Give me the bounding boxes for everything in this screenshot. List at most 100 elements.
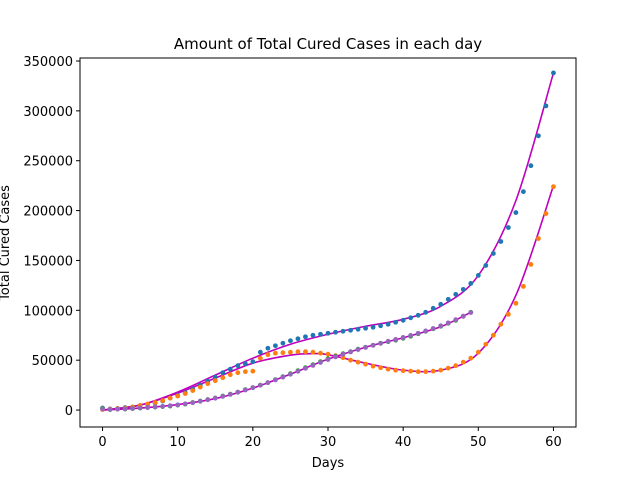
- data-point-series-4: [333, 354, 338, 360]
- data-point-series-2: [490, 332, 496, 338]
- data-point-series-2: [235, 370, 241, 376]
- data-point-series-4: [167, 403, 173, 409]
- y-axis-label: Total Cured Cases: [0, 185, 13, 302]
- data-point-series-4: [318, 360, 323, 365]
- data-point-series-2: [551, 184, 556, 190]
- data-point-series-4: [212, 395, 218, 401]
- data-point-series-1: [295, 336, 301, 342]
- data-point-series-2: [257, 355, 263, 361]
- data-point-series-4: [197, 398, 203, 404]
- data-point-series-2: [445, 365, 451, 371]
- x-tick-label: 30: [320, 435, 337, 450]
- data-point-series-4: [250, 385, 256, 391]
- data-point-series-2: [363, 361, 368, 367]
- data-point-series-1: [370, 324, 376, 330]
- data-point-series-1: [212, 374, 218, 380]
- data-point-series-1: [318, 331, 323, 337]
- data-point-series-1: [310, 332, 316, 338]
- x-axis-label: Days: [312, 456, 345, 471]
- data-point-series-4: [370, 342, 376, 348]
- data-point-series-1: [220, 370, 226, 376]
- data-point-series-4: [227, 391, 233, 397]
- data-point-series-1: [303, 334, 308, 340]
- data-point-series-4: [107, 406, 113, 412]
- data-point-series-2: [543, 211, 549, 216]
- data-point-series-4: [363, 345, 368, 350]
- chart-title: Amount of Total Cured Cases in each day: [174, 35, 482, 53]
- data-point-series-1: [280, 340, 286, 346]
- data-point-series-2: [340, 355, 346, 361]
- data-point-series-4: [288, 371, 293, 377]
- data-point-series-4: [182, 401, 188, 407]
- data-point-series-2: [536, 236, 541, 241]
- data-point-series-2: [393, 367, 399, 373]
- x-tick-label: 40: [395, 435, 412, 450]
- data-point-series-1: [430, 305, 436, 311]
- x-tick-label: 60: [545, 435, 562, 450]
- data-point-series-4: [220, 393, 226, 399]
- data-point-series-4: [137, 405, 143, 411]
- data-point-series-2: [295, 349, 301, 355]
- data-point-series-1: [272, 343, 278, 349]
- data-point-series-1: [490, 251, 496, 256]
- data-point-series-4: [385, 338, 391, 344]
- data-point-series-2: [205, 381, 211, 387]
- data-point-series-4: [130, 406, 136, 411]
- data-point-series-2: [280, 350, 286, 356]
- data-point-series-1: [475, 273, 481, 278]
- data-point-series-4: [122, 406, 128, 412]
- data-point-series-1: [520, 189, 526, 195]
- data-point-series-4: [145, 405, 151, 410]
- data-point-series-1: [543, 103, 549, 109]
- data-point-series-1: [250, 359, 256, 365]
- data-point-series-4: [235, 389, 241, 395]
- data-point-series-4: [160, 403, 166, 409]
- data-point-series-2: [520, 283, 526, 289]
- data-point-series-4: [100, 406, 105, 412]
- data-point-series-4: [272, 377, 278, 383]
- data-point-series-1: [551, 70, 556, 76]
- data-point-series-4: [430, 326, 436, 331]
- data-point-series-1: [378, 323, 384, 329]
- data-point-series-2: [303, 349, 308, 355]
- data-point-series-4: [175, 402, 181, 408]
- data-point-series-1: [363, 325, 368, 331]
- data-point-series-2: [182, 391, 188, 396]
- data-point-series-1: [400, 317, 406, 323]
- data-point-series-2: [438, 367, 444, 373]
- data-point-series-4: [460, 313, 466, 319]
- data-point-series-4: [115, 406, 120, 412]
- data-point-series-2: [250, 368, 256, 374]
- data-point-series-2: [160, 398, 166, 403]
- data-point-series-2: [370, 363, 376, 369]
- data-point-series-4: [355, 347, 361, 353]
- data-point-series-1: [460, 286, 466, 292]
- data-point-series-2: [220, 375, 226, 381]
- data-point-series-1: [340, 328, 346, 334]
- plot-area: [80, 58, 576, 427]
- data-point-series-4: [453, 317, 459, 323]
- y-tick-label: 200000: [23, 205, 73, 220]
- data-point-series-1: [536, 133, 541, 139]
- data-point-series-2: [415, 369, 421, 375]
- data-point-series-1: [498, 239, 504, 244]
- data-point-series-2: [483, 341, 489, 347]
- data-point-series-2: [528, 262, 534, 267]
- data-point-series-2: [325, 351, 331, 357]
- data-point-series-4: [438, 323, 444, 329]
- data-point-series-2: [288, 349, 293, 355]
- data-point-series-4: [415, 330, 421, 336]
- data-point-series-2: [505, 311, 511, 317]
- data-point-series-4: [303, 365, 308, 371]
- x-tick-label: 20: [245, 435, 262, 450]
- data-points: [100, 70, 556, 412]
- data-point-series-4: [310, 362, 316, 368]
- data-point-series-1: [235, 363, 241, 369]
- y-axis-ticks: 0 50000 100000 150000 200000 250000 300000 3500…: [23, 55, 80, 419]
- data-point-series-4: [423, 328, 429, 334]
- data-point-series-4: [408, 333, 414, 338]
- data-point-series-1: [348, 327, 353, 333]
- data-point-series-2: [242, 369, 248, 375]
- data-point-series-2: [265, 352, 271, 358]
- data-point-series-1: [333, 329, 338, 335]
